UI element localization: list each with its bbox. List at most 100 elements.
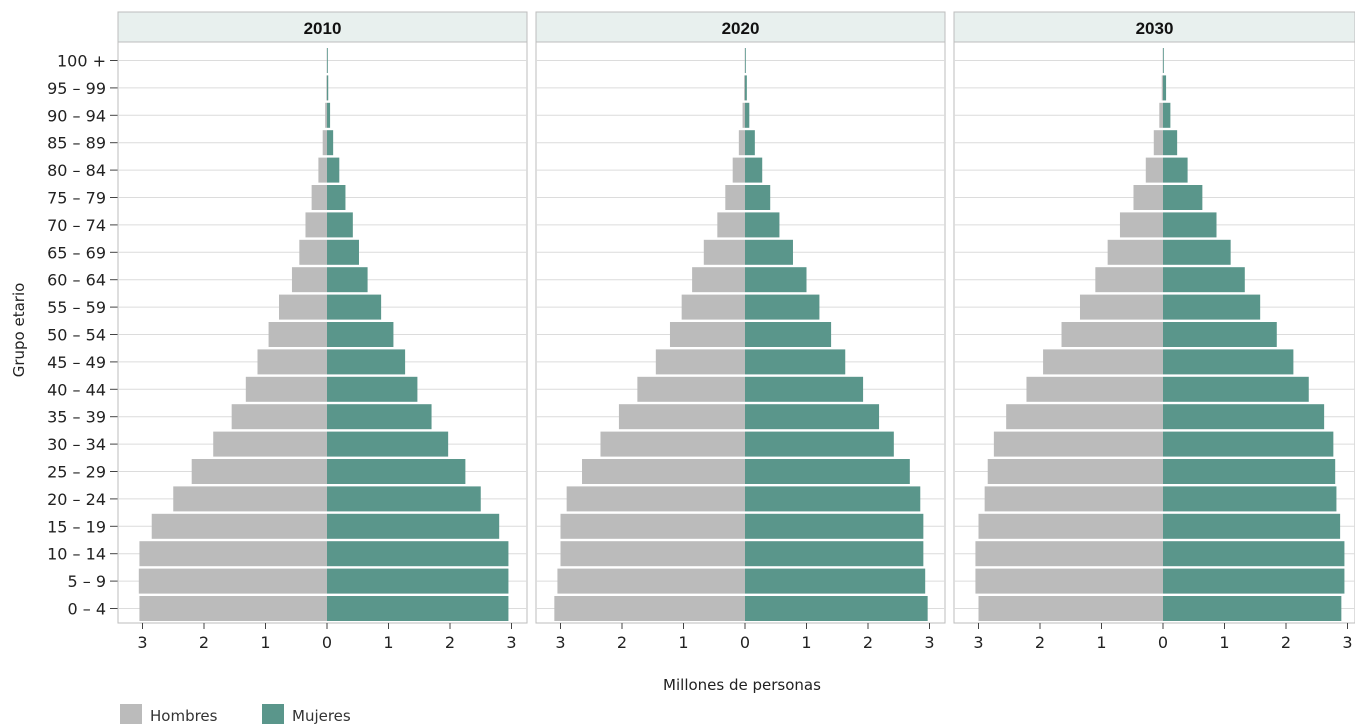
bar-hombres [637, 376, 745, 402]
bar-mujeres [327, 513, 500, 539]
y-tick-label: 20 – 24 [47, 490, 106, 509]
x-tick-label: 3 [1342, 633, 1352, 652]
bar-mujeres [1163, 267, 1245, 293]
bar-hombres [692, 267, 745, 293]
y-tick-label: 5 – 9 [67, 572, 106, 591]
legend-label: Mujeres [292, 707, 351, 724]
bar-mujeres [1163, 376, 1309, 402]
bar-hombres [560, 513, 745, 539]
bar-hombres [703, 239, 745, 265]
bar-hombres [993, 431, 1163, 457]
bar-hombres [978, 513, 1163, 539]
x-tick-label: 2 [445, 633, 455, 652]
bar-mujeres [1163, 75, 1167, 101]
bar-hombres [139, 596, 327, 621]
bar-hombres [326, 75, 328, 101]
bar-mujeres [1163, 596, 1342, 621]
bar-hombres [325, 102, 327, 128]
bar-mujeres [745, 130, 755, 156]
bar-mujeres [327, 267, 368, 293]
bar-mujeres [745, 431, 894, 457]
panel-title: 2030 [1136, 19, 1174, 38]
bar-mujeres [1163, 513, 1341, 539]
bar-mujeres [745, 294, 820, 320]
bar-hombres [231, 404, 327, 430]
bar-mujeres [327, 239, 359, 265]
bar-hombres [299, 239, 327, 265]
bar-hombres [305, 212, 327, 238]
bar-hombres [717, 212, 745, 238]
bar-hombres [268, 322, 327, 347]
bar-mujeres [1163, 486, 1337, 512]
bar-mujeres [1163, 294, 1261, 320]
y-tick-label: 35 – 39 [47, 408, 106, 427]
bar-hombres [318, 157, 327, 183]
bar-mujeres [1163, 322, 1277, 347]
bar-mujeres [745, 349, 846, 375]
bar-mujeres [1163, 102, 1171, 128]
panel-header [535, 11, 946, 43]
bar-hombres [311, 185, 327, 210]
y-tick-label: 85 – 89 [47, 134, 106, 153]
x-tick-label: 1 [260, 633, 270, 652]
y-tick-label: 30 – 34 [47, 435, 106, 454]
bar-hombres [1079, 294, 1163, 320]
bar-hombres [213, 431, 327, 457]
panel-title: 2020 [722, 19, 760, 38]
bar-mujeres [1163, 212, 1217, 238]
bar-mujeres [327, 349, 406, 375]
bar-hombres [744, 75, 745, 101]
bar-hombres [1026, 376, 1163, 402]
bar-hombres [1107, 239, 1163, 265]
bar-mujeres [327, 431, 449, 457]
x-tick-label: 0 [1158, 633, 1168, 652]
bar-hombres [1133, 185, 1163, 210]
bar-hombres [978, 596, 1163, 621]
x-tick-label: 0 [740, 633, 750, 652]
y-tick-label: 65 – 69 [47, 243, 106, 262]
y-tick-label: 75 – 79 [47, 189, 106, 208]
bar-hombres [669, 322, 745, 347]
bar-hombres [1043, 349, 1163, 375]
bar-mujeres [745, 513, 924, 539]
y-tick-label: 25 – 29 [47, 463, 106, 482]
y-tick-label: 40 – 44 [47, 380, 106, 399]
bar-mujeres [327, 212, 353, 238]
x-tick-label: 0 [322, 633, 332, 652]
bar-hombres [600, 431, 745, 457]
bar-mujeres [327, 157, 340, 183]
bar-mujeres [1163, 130, 1178, 156]
bar-hombres [245, 376, 327, 402]
bar-hombres [322, 130, 327, 156]
bar-hombres [291, 267, 327, 293]
x-tick-label: 2 [1035, 633, 1045, 652]
y-tick-label: 95 – 99 [47, 79, 106, 98]
bar-hombres [557, 568, 745, 594]
bar-mujeres [745, 102, 750, 128]
bar-hombres [984, 486, 1163, 512]
bar-mujeres [327, 294, 382, 320]
x-tick-label: 2 [863, 633, 873, 652]
bar-hombres [1159, 102, 1163, 128]
bar-hombres [975, 541, 1163, 567]
bar-mujeres [1163, 239, 1231, 265]
bar-mujeres [327, 404, 432, 430]
y-tick-label: 10 – 14 [47, 545, 106, 564]
x-tick-label: 2 [617, 633, 627, 652]
bar-mujeres [745, 568, 926, 594]
bar-mujeres [1163, 157, 1188, 183]
legend-swatch [120, 704, 142, 724]
bar-hombres [279, 294, 327, 320]
bar-mujeres [327, 185, 346, 210]
bar-hombres [1095, 267, 1163, 293]
bar-hombres [582, 459, 745, 484]
bar-mujeres [745, 541, 924, 567]
x-tick-label: 1 [1096, 633, 1106, 652]
bar-mujeres [745, 404, 880, 430]
bar-hombres [738, 130, 745, 156]
x-tick-label: 3 [555, 633, 565, 652]
bar-hombres [191, 459, 327, 484]
bar-mujeres [745, 267, 807, 293]
bar-mujeres [745, 486, 921, 512]
bar-mujeres [327, 541, 509, 567]
